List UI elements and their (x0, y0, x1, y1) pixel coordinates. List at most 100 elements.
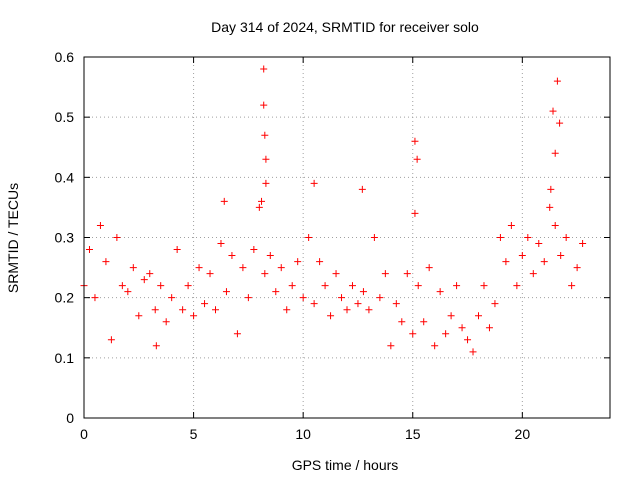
data-point (299, 294, 307, 302)
data-point (485, 324, 493, 332)
data-point (343, 306, 351, 314)
data-point (553, 77, 561, 85)
data-point (129, 264, 137, 272)
data-point (409, 330, 417, 338)
y-tick-label: 0 (66, 410, 74, 426)
data-point (480, 282, 488, 290)
data-point (190, 312, 198, 320)
data-point (507, 221, 515, 229)
data-point (283, 306, 291, 314)
data-point (403, 270, 411, 278)
data-point (447, 312, 455, 320)
data-points (80, 65, 587, 356)
data-point (96, 221, 104, 229)
data-point (573, 264, 581, 272)
x-tick-label: 20 (515, 426, 531, 442)
data-point (217, 240, 225, 248)
data-point (458, 324, 466, 332)
data-point (212, 306, 219, 314)
data-point (184, 282, 192, 290)
data-point (195, 264, 203, 272)
data-point (261, 131, 269, 139)
data-point (370, 234, 378, 241)
data-point (381, 270, 389, 278)
data-point (547, 185, 555, 193)
data-point (496, 234, 504, 241)
data-point (540, 258, 548, 266)
data-point (431, 342, 439, 350)
data-point (376, 294, 384, 302)
data-point (266, 252, 274, 260)
data-point (260, 65, 268, 73)
data-point (491, 300, 499, 308)
data-point (152, 342, 160, 350)
data-point (579, 240, 587, 248)
data-point (556, 119, 564, 127)
data-point (107, 336, 115, 344)
x-tick-label: 10 (295, 426, 311, 442)
data-point (222, 288, 230, 296)
data-point (436, 288, 444, 296)
data-point (206, 270, 214, 278)
data-point (140, 276, 148, 284)
data-point (151, 306, 159, 314)
data-point (250, 246, 258, 254)
y-axis-label: SRMTID / TECUs (5, 183, 21, 293)
data-point (549, 107, 557, 115)
data-point (524, 234, 532, 241)
data-point (261, 270, 269, 278)
data-point (262, 179, 270, 187)
data-point (392, 300, 400, 308)
data-point (387, 342, 395, 350)
data-point (294, 258, 302, 266)
data-point (239, 264, 247, 272)
data-point (453, 282, 461, 290)
data-point (411, 209, 419, 217)
y-tick-label: 0.6 (55, 49, 75, 65)
data-point (562, 234, 570, 241)
data-point (411, 137, 419, 145)
data-point (85, 246, 93, 254)
data-point (442, 330, 450, 338)
x-tick-label: 5 (190, 426, 198, 442)
y-tick-label: 0.2 (55, 290, 75, 306)
data-point (146, 270, 154, 278)
data-point (513, 282, 521, 290)
data-point (244, 294, 252, 302)
y-tick-label: 0.4 (55, 169, 75, 185)
data-point (277, 264, 285, 272)
data-point (365, 306, 373, 314)
data-point (348, 282, 356, 290)
data-point (327, 312, 335, 320)
data-point (568, 282, 576, 290)
data-point (310, 179, 318, 187)
data-point (551, 221, 559, 229)
data-point (220, 197, 228, 205)
grid (84, 57, 610, 418)
data-point (464, 336, 472, 344)
data-point (91, 294, 99, 302)
data-point (469, 348, 477, 356)
x-axis-label: GPS time / hours (292, 457, 399, 473)
data-point (502, 258, 510, 266)
data-point (173, 246, 181, 254)
y-tick-label: 0.3 (55, 230, 75, 246)
data-point (546, 203, 554, 211)
data-point (168, 294, 176, 302)
data-point (535, 240, 543, 248)
data-point (310, 300, 318, 308)
data-point (201, 300, 209, 308)
data-point (262, 155, 270, 163)
data-point (359, 288, 367, 296)
data-point (162, 318, 170, 326)
x-tick-label: 15 (405, 426, 421, 442)
data-point (102, 258, 110, 266)
y-tick-label: 0.5 (55, 109, 75, 125)
data-point (338, 294, 346, 302)
data-point (557, 252, 565, 260)
y-tick-label: 0.1 (55, 350, 75, 366)
data-point (358, 185, 366, 193)
data-point (414, 282, 422, 290)
